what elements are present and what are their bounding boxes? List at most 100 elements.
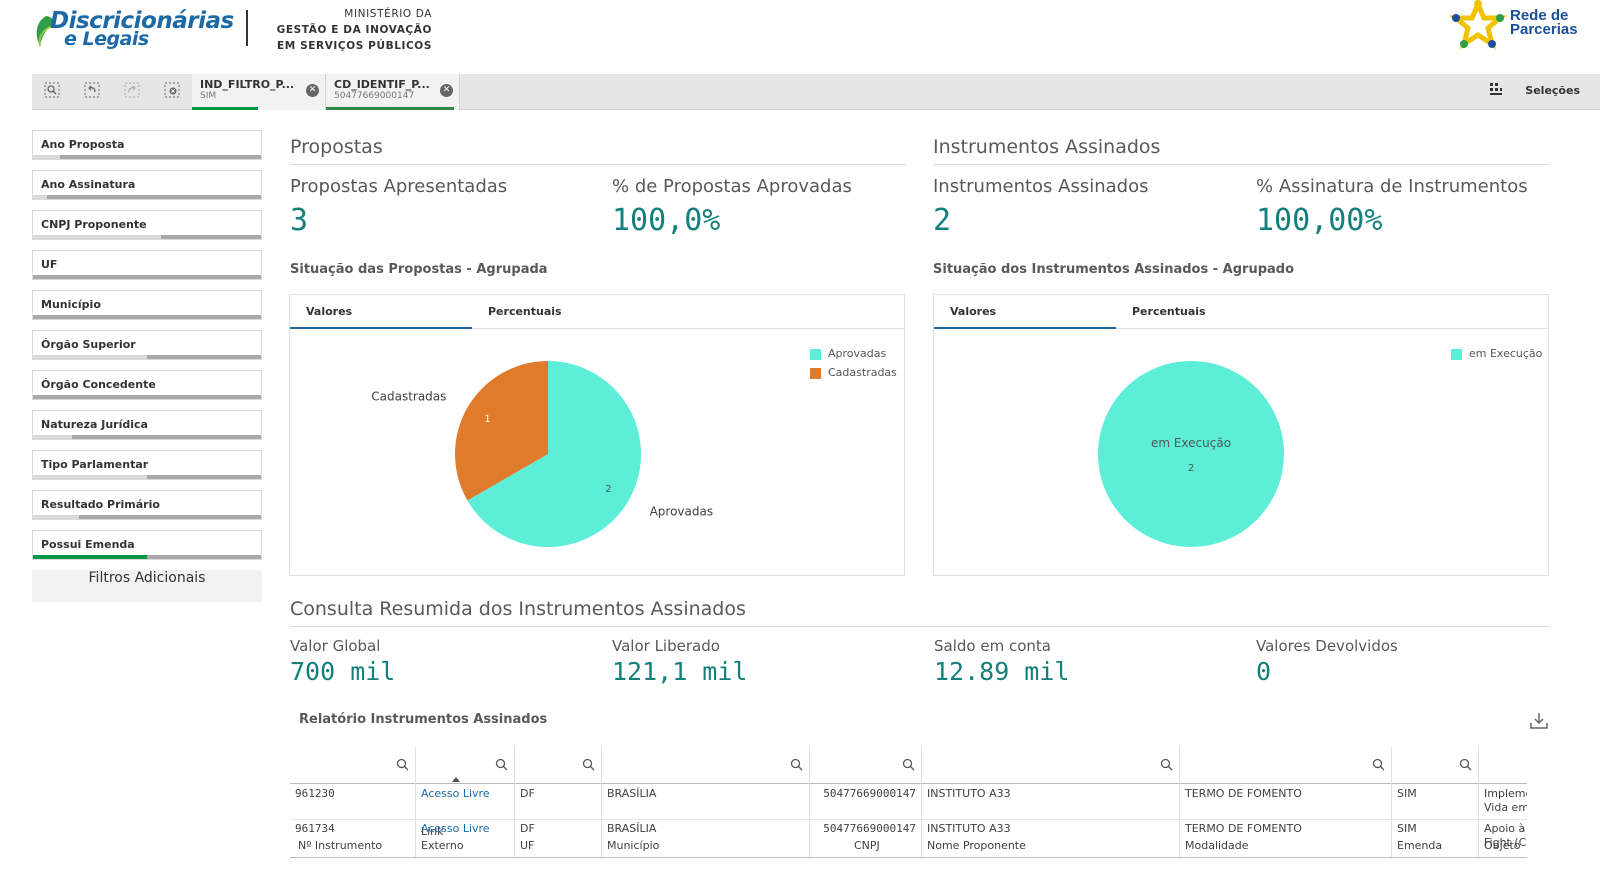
- more-filters-button[interactable]: Filtros Adicionais: [32, 570, 262, 602]
- filter-state-fill: [33, 195, 47, 199]
- partner-logo-text: Rede de Parcerias: [1510, 8, 1578, 38]
- legend-item[interactable]: Aprovadas: [810, 347, 897, 366]
- instrumentos-pie-chart[interactable]: em Execução 2: [934, 330, 1548, 576]
- column-search-icon[interactable]: [1372, 758, 1385, 771]
- smart-search-icon[interactable]: [42, 82, 62, 102]
- filter-tipo-parlamentar[interactable]: Tipo Parlamentar: [32, 450, 262, 480]
- filter-label: Resultado Primário: [41, 498, 160, 511]
- tab-valores[interactable]: Valores: [290, 295, 472, 329]
- pie-category-label: Aprovadas: [650, 505, 714, 519]
- valores-devolvidos-label: Valores Devolvidos: [1256, 637, 1398, 655]
- external-link[interactable]: Acesso Livre: [421, 822, 490, 835]
- filter-cnpj-proponente[interactable]: CNPJ Proponente: [32, 210, 262, 240]
- step-forward-icon[interactable]: [122, 82, 142, 102]
- column-header[interactable]: Nº Instrumento: [298, 839, 383, 852]
- column-header[interactable]: Município: [607, 839, 660, 852]
- propostas-pie-chart[interactable]: 2 Aprovadas 1 Cadastradas: [290, 330, 904, 576]
- tab-percentuais[interactable]: Percentuais: [488, 305, 562, 318]
- discricionarias-logo[interactable]: Discricionárias e Legais: [30, 4, 234, 52]
- table-cell-objeto: Impleme: [1484, 787, 1527, 800]
- filter-label: Órgão Concedente: [41, 378, 156, 391]
- column-header[interactable]: Emenda: [1397, 839, 1443, 852]
- column-search-icon[interactable]: [902, 758, 915, 771]
- filter-label: CNPJ Proponente: [41, 218, 147, 231]
- filter-municipio[interactable]: Município: [32, 290, 262, 320]
- chip-close-icon[interactable]: ✕: [306, 84, 319, 97]
- filter-state-fill: [33, 435, 72, 439]
- filter-ano-proposta[interactable]: Ano Proposta: [32, 130, 262, 160]
- chip-field-value: SIM: [200, 91, 217, 101]
- table-column: [1180, 746, 1392, 857]
- column-search-icon[interactable]: [495, 758, 508, 771]
- filter-natureza-juridica[interactable]: Natureza Jurídica: [32, 410, 262, 440]
- column-search-icon[interactable]: [790, 758, 803, 771]
- table-cell: 50477669000147: [823, 822, 916, 835]
- chip-close-icon[interactable]: ✕: [440, 84, 453, 97]
- filter-label: Natureza Jurídica: [41, 418, 148, 431]
- legend-item[interactable]: em Execução: [1451, 347, 1542, 366]
- chip-field-name: IND_FILTRO_P...: [200, 78, 295, 91]
- pie-slice-cadastradas[interactable]: [455, 361, 548, 501]
- filter-state-bar: [33, 515, 261, 519]
- step-back-icon[interactable]: [82, 82, 102, 102]
- column-header[interactable]: Modalidade: [1185, 839, 1249, 852]
- filter-possui-emenda[interactable]: Possui Emenda: [32, 530, 262, 560]
- selections-button[interactable]: Seleções: [1490, 83, 1580, 97]
- column-header[interactable]: UF: [520, 839, 535, 852]
- filter-state-fill: [33, 155, 61, 159]
- rede-de-parcerias-logo[interactable]: Rede de Parcerias: [1448, 0, 1598, 52]
- partner-line-2: Parcerias: [1510, 21, 1578, 38]
- column-header[interactable]: Link Externo: [421, 825, 464, 852]
- saldo-em-conta-label: Saldo em conta: [934, 637, 1051, 655]
- table-cell: DF: [520, 822, 535, 835]
- pie-value-label: 2: [605, 484, 611, 495]
- valor-liberado-value: 121,1 mil: [612, 657, 748, 686]
- pie-slice-em-execução[interactable]: [1098, 361, 1284, 547]
- column-search-icon[interactable]: [396, 758, 409, 771]
- column-header[interactable]: CNPJ: [854, 839, 880, 852]
- download-icon[interactable]: [1528, 710, 1550, 732]
- filter-label: Possui Emenda: [41, 538, 135, 551]
- clear-selections-icon[interactable]: [162, 82, 182, 102]
- legend-swatch: [1451, 349, 1462, 360]
- filter-state-bar: [33, 355, 261, 359]
- instrumentos-chart-title: Situação dos Instrumentos Assinados - Ag…: [933, 262, 1295, 277]
- column-search-icon[interactable]: [1459, 758, 1472, 771]
- filter-resultado-primario[interactable]: Resultado Primário: [32, 490, 262, 520]
- legend-label: em Execução: [1469, 347, 1543, 360]
- filter-orgao-concedente[interactable]: Órgão Concedente: [32, 370, 262, 400]
- table-column: [290, 746, 416, 857]
- filter-label: Órgão Superior: [41, 338, 136, 351]
- filter-label: Ano Assinatura: [41, 178, 136, 191]
- external-link[interactable]: Acesso Livre: [421, 787, 490, 800]
- selection-chip-ind-filtro[interactable]: IND_FILTRO_P... SIM ✕: [192, 74, 326, 110]
- chip-selection-bar: [192, 107, 258, 110]
- instrumentos-chart-legend: em Execução: [1451, 347, 1542, 366]
- legend-swatch: [810, 368, 821, 379]
- chip-field-name: CD_IDENTIF_P...: [334, 78, 430, 91]
- selection-chip-cd-identif[interactable]: CD_IDENTIF_P... 50477669000147 ✕: [326, 74, 460, 110]
- legend-item[interactable]: Cadastradas: [810, 366, 897, 385]
- filter-state-fill: [33, 235, 161, 239]
- filter-state-bar: [33, 475, 261, 479]
- header-divider: [246, 10, 248, 46]
- filter-uf[interactable]: UF: [32, 250, 262, 280]
- app-header: Discricionárias e Legais MINISTÉRIO DA G…: [0, 0, 1600, 68]
- consulta-section-title: Consulta Resumida dos Instrumentos Assin…: [290, 598, 1549, 627]
- filter-state-bar: [33, 315, 261, 319]
- tab-percentuais[interactable]: Percentuais: [1132, 305, 1206, 318]
- chip-selection-bar: [326, 107, 454, 110]
- column-search-icon[interactable]: [1160, 758, 1173, 771]
- pie-slice-aprovadas[interactable]: [467, 361, 641, 547]
- table-column: [922, 746, 1180, 857]
- column-search-icon[interactable]: [582, 758, 595, 771]
- valor-global-value: 700 mil: [290, 657, 396, 686]
- tab-valores[interactable]: Valores: [934, 295, 1116, 329]
- column-header[interactable]: Objeto: [1484, 839, 1521, 852]
- filter-ano-assinatura[interactable]: Ano Assinatura: [32, 170, 262, 200]
- column-header[interactable]: Nome Proponente: [927, 839, 1026, 852]
- filter-orgao-superior[interactable]: Órgão Superior: [32, 330, 262, 360]
- pie-category-label: em Execução: [1151, 436, 1231, 450]
- table-cell: 50477669000147: [823, 787, 916, 800]
- table-header-row: [290, 746, 1527, 784]
